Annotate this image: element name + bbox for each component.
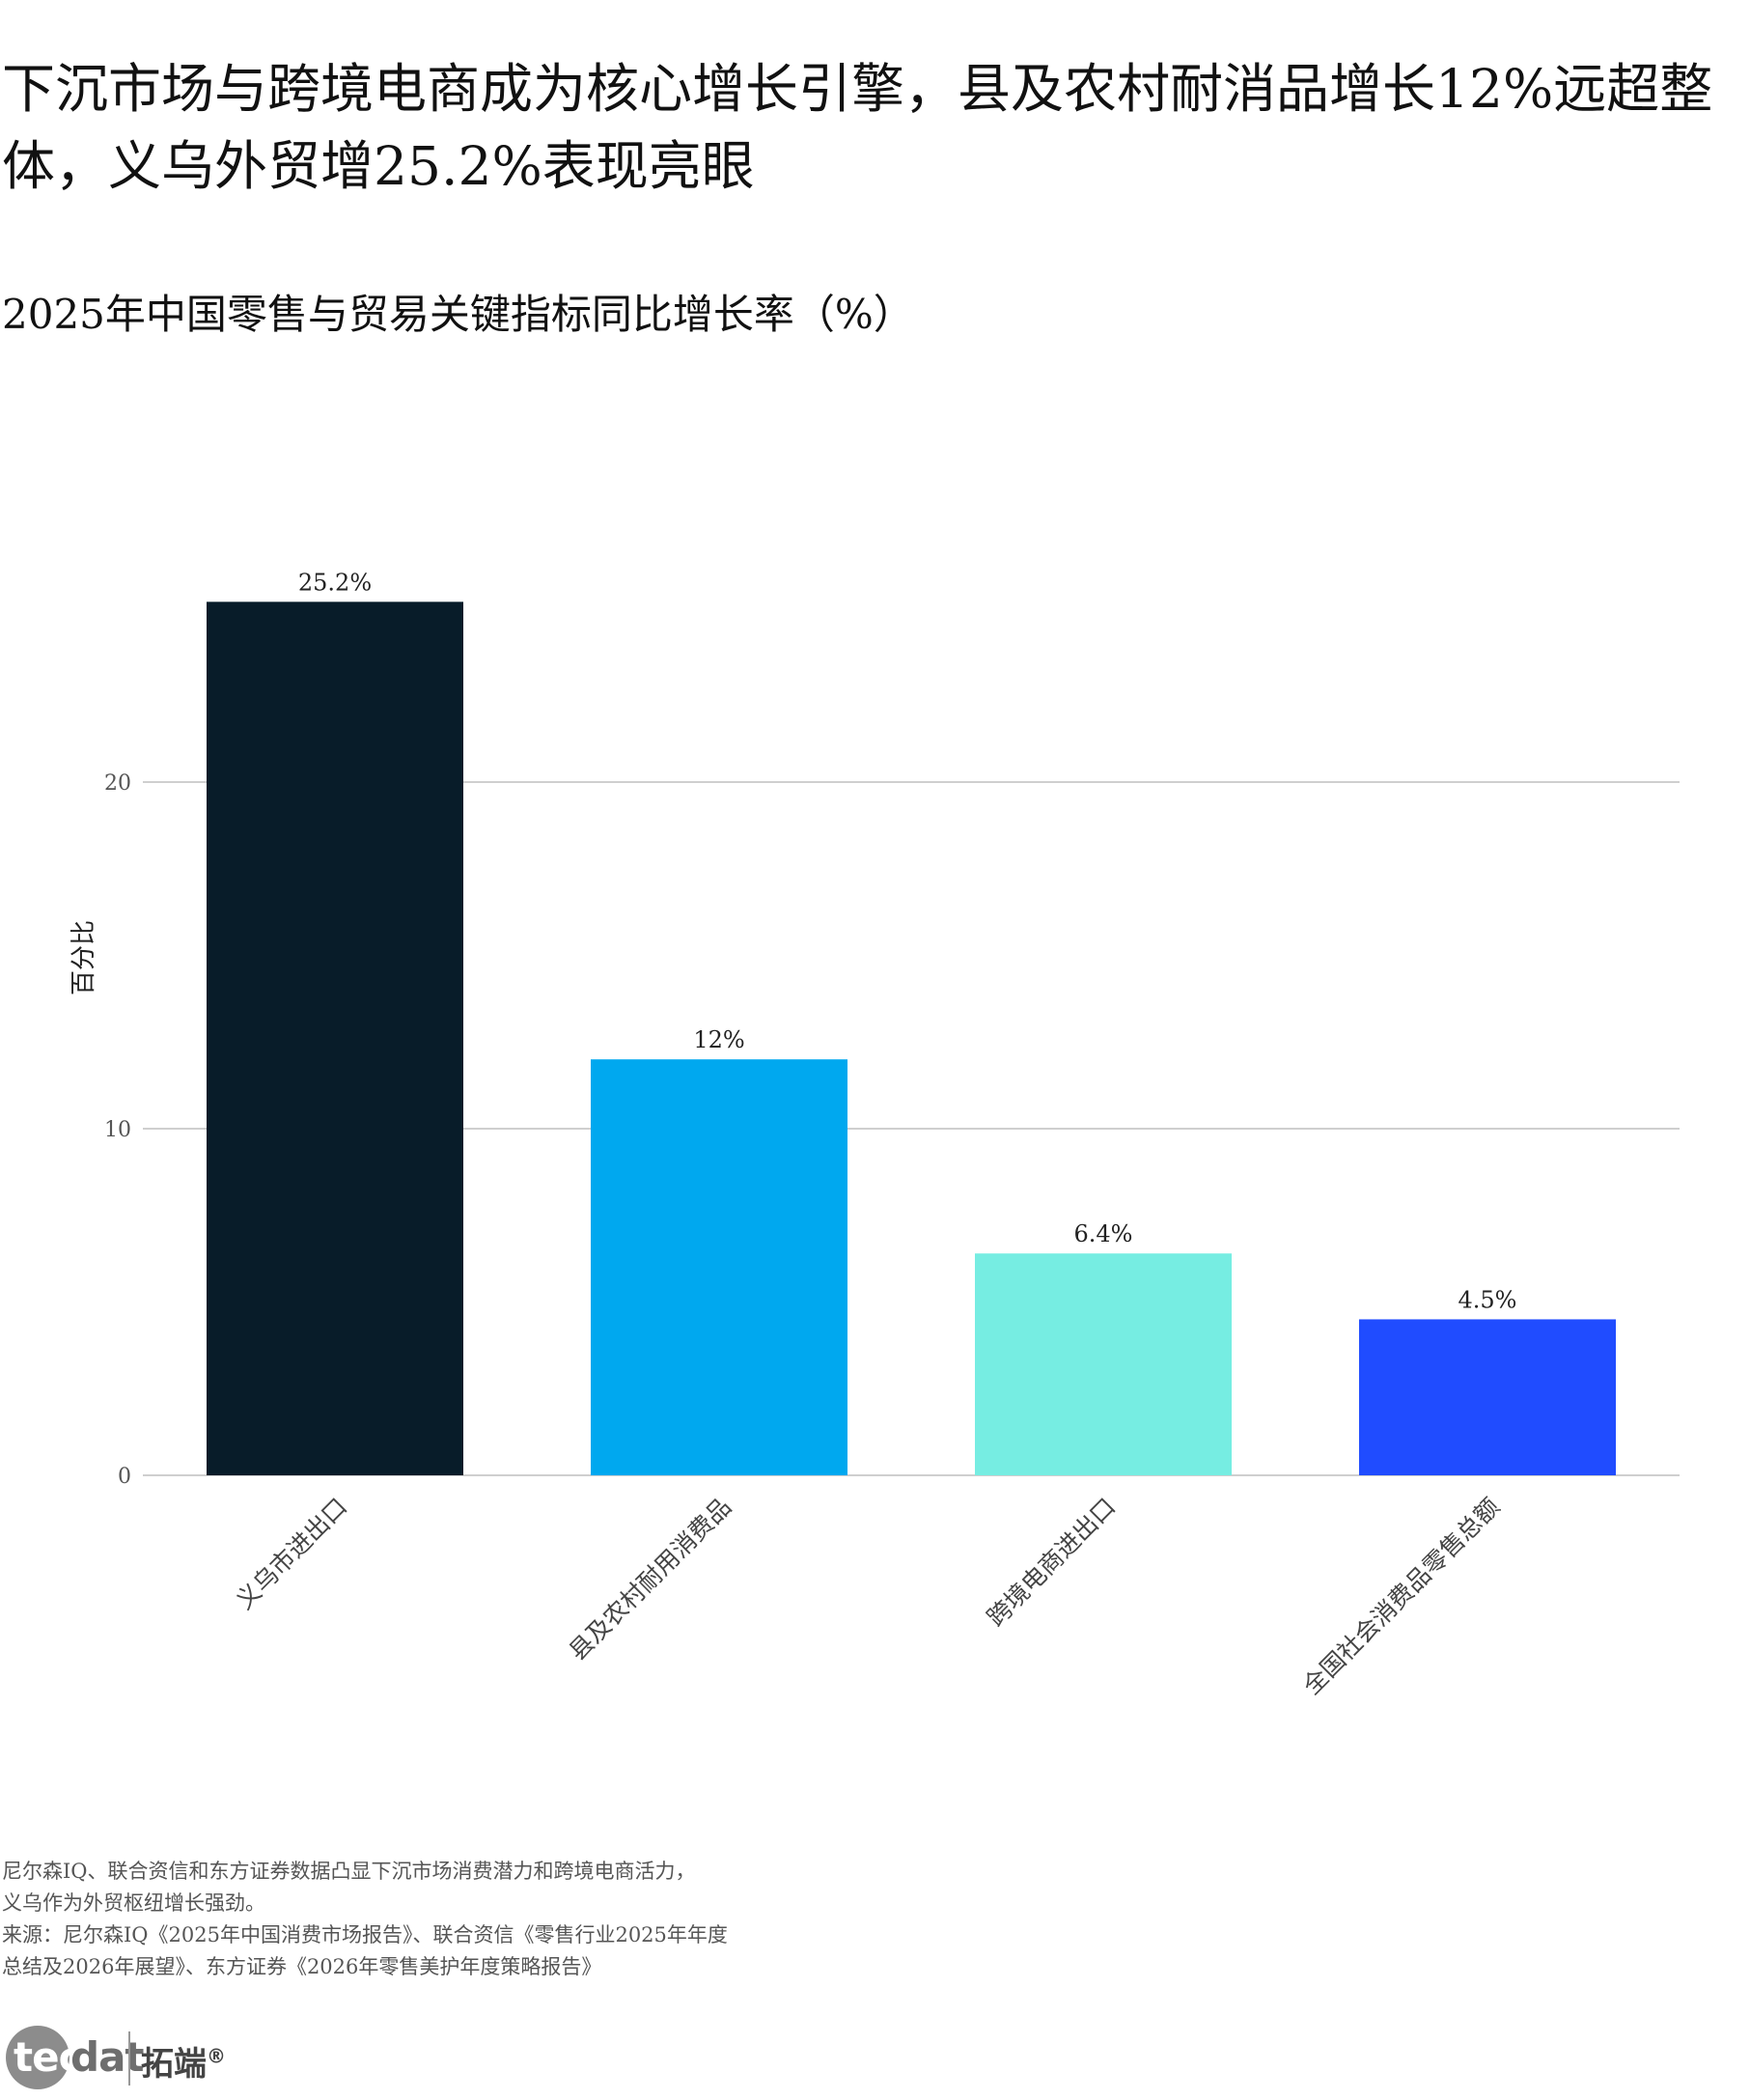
bar <box>1359 1319 1616 1475</box>
footnote-line: 尼尔森IQ、联合资信和东方证券数据凸显下沉市场消费潜力和跨境电商活力， <box>2 1860 696 1883</box>
x-tick-label: 跨境电商进出口 <box>982 1493 1121 1632</box>
source-line: 来源：尼尔森IQ《2025年中国消费市场报告》、联合资信《零售行业2025年年度 <box>2 1923 728 1946</box>
bars <box>207 602 1616 1475</box>
bar <box>591 1059 847 1475</box>
footnote-line: 义乌作为外贸枢纽增长强劲。 <box>2 1891 265 1915</box>
logo-cn-label: 拓端 <box>141 2045 207 2084</box>
bar-value-label: 25.2% <box>298 569 372 596</box>
headline: 下沉市场与跨境电商成为核心增长引擎，县及农村耐消品增长12%远超整体，义乌外贸增… <box>2 58 1713 197</box>
logo-divider <box>128 2031 130 2086</box>
y-tick-label: 0 <box>118 1465 131 1489</box>
bar <box>207 602 463 1475</box>
x-axis-ticks: 义乌市进出口 县及农村耐用消费品 跨境电商进出口 全国社会消费品零售总额 <box>231 1493 1506 1699</box>
logo-text-tec: tec <box>14 2033 82 2081</box>
chart-title: 2025年中国零售与贸易关键指标同比增长率（%） <box>2 291 914 338</box>
footnote: 尼尔森IQ、联合资信和东方证券数据凸显下沉市场消费潜力和跨境电商活力， 义乌作为… <box>2 1856 871 1983</box>
tecdat-logo: tec dat 拓端® <box>6 2024 295 2093</box>
bar-value-label: 4.5% <box>1458 1286 1517 1313</box>
bar <box>975 1253 1232 1475</box>
logo-circle <box>6 2026 69 2089</box>
x-tick-label: 义乌市进出口 <box>231 1493 353 1615</box>
logo-text-dat: dat <box>70 2033 144 2081</box>
x-tick-label: 县及农村耐用消费品 <box>564 1493 737 1666</box>
bar-value-label: 12% <box>693 1026 744 1053</box>
value-labels: 25.2% 12% 6.4% 4.5% <box>298 569 1517 1313</box>
y-axis-ticks: 0 10 20 <box>104 771 131 1489</box>
y-axis-label: 百分比 <box>69 920 98 995</box>
bar-value-label: 6.4% <box>1074 1220 1133 1247</box>
bar-chart: 25.2% 12% 6.4% 4.5% 0 10 20 义乌市进出口 县及农村耐用消费品 跨境… <box>69 569 1680 1699</box>
y-tick-label: 20 <box>104 771 131 796</box>
x-tick-label: 全国社会消费品零售总额 <box>1297 1493 1505 1699</box>
logo-text-cn: 拓端® <box>141 2037 226 2085</box>
y-tick-label: 10 <box>104 1118 131 1142</box>
source-line: 总结及2026年展望》、东方证券《2026年零售美护年度策略报告》 <box>2 1955 602 1978</box>
registered-mark: ® <box>207 2044 226 2068</box>
